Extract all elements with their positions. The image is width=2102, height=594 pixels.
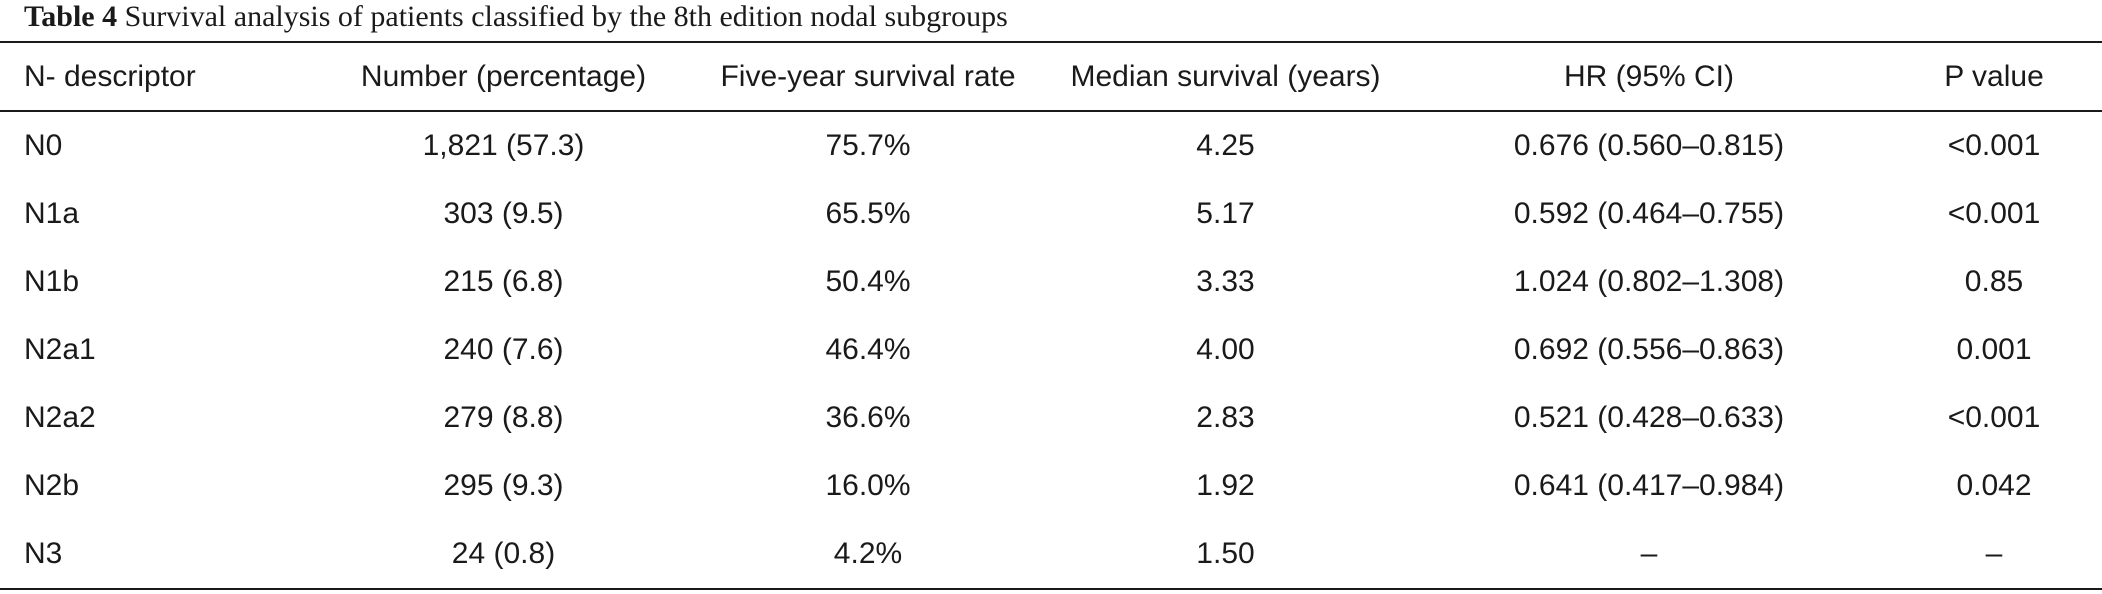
cell-hr-ci: 0.692 (0.556–0.863) [1513,333,1785,366]
cell-p-value: – [1985,537,2003,570]
cell-p-value: <0.001 [1947,129,2041,162]
cell-number: 1,821 (57.3) [422,129,585,162]
cell-p-value: 0.001 [1956,333,2032,366]
header-p-value: P value [1944,59,2044,93]
table-row: N2a1 240 (7.6) 46.4% 4.00 0.692 (0.556–0… [0,316,2102,384]
table-header: N- descriptor Number (percentage) Five-y… [0,42,2102,111]
cell-five-year-survival: 16.0% [825,469,911,502]
cell-five-year-survival: 46.4% [825,333,911,366]
table-row: N1b 215 (6.8) 50.4% 3.33 1.024 (0.802–1.… [0,248,2102,316]
cell-hr-ci: 0.592 (0.464–0.755) [1513,197,1785,230]
cell-n-descriptor: N2a2 [24,401,96,434]
cell-median-survival: 1.92 [1196,469,1255,502]
header-row: N- descriptor Number (percentage) Five-y… [0,42,2102,111]
cell-median-survival: 4.00 [1196,333,1255,366]
table-body: N0 1,821 (57.3) 75.7% 4.25 0.676 (0.560–… [0,111,2102,589]
cell-five-year-survival: 50.4% [825,265,911,298]
cell-five-year-survival: 75.7% [825,129,911,162]
header-five-year-survival: Five-year survival rate [720,59,1016,93]
survival-table: N- descriptor Number (percentage) Five-y… [0,41,2102,590]
cell-five-year-survival: 36.6% [825,401,911,434]
table-row: N3 24 (0.8) 4.2% 1.50 – – [0,520,2102,589]
cell-median-survival: 2.83 [1196,401,1255,434]
cell-p-value: <0.001 [1947,197,2041,230]
cell-p-value: 0.85 [1964,265,2024,298]
header-median-survival: Median survival (years) [1070,59,1381,93]
cell-number: 295 (9.3) [443,469,564,502]
header-n-descriptor: N- descriptor [24,59,196,93]
cell-five-year-survival: 4.2% [833,537,903,570]
table-row: N1a 303 (9.5) 65.5% 5.17 0.592 (0.464–0.… [0,180,2102,248]
cell-number: 303 (9.5) [443,197,564,230]
table-row: N0 1,821 (57.3) 75.7% 4.25 0.676 (0.560–… [0,111,2102,180]
cell-five-year-survival: 65.5% [825,197,911,230]
cell-number: 215 (6.8) [443,265,564,298]
cell-hr-ci: 1.024 (0.802–1.308) [1513,265,1785,298]
header-number-percentage: Number (percentage) [360,59,647,93]
table-caption-text: Survival analysis of patients classified… [124,0,1008,33]
cell-number: 24 (0.8) [451,537,556,570]
cell-median-survival: 5.17 [1196,197,1255,230]
cell-hr-ci: – [1640,537,1658,570]
cell-median-survival: 4.25 [1196,129,1255,162]
cell-p-value: 0.042 [1956,469,2032,502]
table-row: N2a2 279 (8.8) 36.6% 2.83 0.521 (0.428–0… [0,384,2102,452]
cell-n-descriptor: N1a [24,197,80,230]
cell-n-descriptor: N1b [24,265,80,298]
cell-hr-ci: 0.641 (0.417–0.984) [1513,469,1785,502]
cell-n-descriptor: N2a1 [24,333,96,366]
cell-number: 279 (8.8) [443,401,564,434]
header-hr-ci: HR (95% CI) [1563,59,1735,93]
cell-median-survival: 1.50 [1196,537,1255,570]
cell-hr-ci: 0.521 (0.428–0.633) [1513,401,1785,434]
cell-n-descriptor: N3 [24,537,63,570]
table-caption-label: Table 4 [24,0,118,33]
cell-median-survival: 3.33 [1196,265,1255,298]
cell-number: 240 (7.6) [443,333,564,366]
cell-hr-ci: 0.676 (0.560–0.815) [1513,129,1785,162]
cell-n-descriptor: N0 [24,129,63,162]
table-row: N2b 295 (9.3) 16.0% 1.92 0.641 (0.417–0.… [0,452,2102,520]
table-caption: Table 4 Survival analysis of patients cl… [24,0,1008,40]
cell-p-value: <0.001 [1947,401,2041,434]
cell-n-descriptor: N2b [24,469,80,502]
